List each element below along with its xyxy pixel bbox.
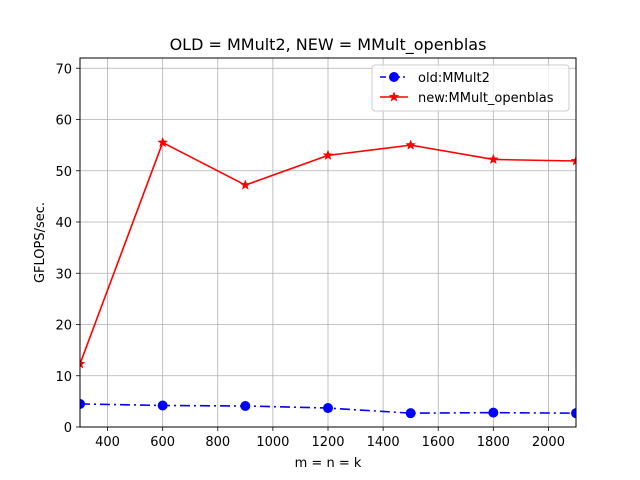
data-point [157, 136, 169, 148]
x-tick-label: 1000 [256, 435, 289, 450]
y-tick-label: 10 [55, 370, 72, 385]
legend-swatch-marker [389, 72, 399, 82]
plot-frame [79, 57, 577, 428]
x-axis-label: m = n = k [295, 456, 362, 471]
data-point [570, 155, 576, 166]
series-old-mmult2 [80, 398, 576, 419]
y-axis-label: GFLOPS/sec. [33, 202, 48, 283]
chart-title: OLD = MMult2, NEW = MMult_openblas [170, 35, 487, 55]
data-point [487, 153, 499, 165]
legend-swatch-marker [388, 91, 400, 102]
data-point [240, 400, 251, 411]
legend-box [371, 64, 570, 112]
y-tick-label: 70 [55, 62, 72, 77]
legend-item: new:MMult_openblas [380, 91, 554, 106]
y-tick-label: 20 [55, 319, 72, 334]
y-tick-label: 30 [55, 267, 72, 282]
data-point [322, 149, 334, 160]
y-tick-label: 40 [55, 216, 72, 231]
x-tick-label: 1200 [311, 435, 344, 450]
y-tick-label: 0 [64, 421, 72, 436]
data-point [405, 408, 416, 419]
data-point [488, 407, 499, 418]
x-tick-label: 1400 [367, 435, 400, 450]
x-tick-label: 1800 [477, 435, 510, 450]
axis-ticks: 400 600 800 1000 1200 1400 1600 1800 2000 0 10 20 30… [55, 62, 565, 450]
x-tick-label: 2000 [532, 435, 565, 450]
legend-item: old:MMult2 [380, 71, 490, 86]
x-tick-label: 800 [205, 435, 230, 450]
x-tick-label: 400 [95, 435, 120, 450]
data-point [323, 403, 333, 414]
y-tick-label: 60 [55, 114, 72, 129]
legend-label: new:MMult_openblas [418, 91, 554, 106]
data-point [80, 358, 86, 369]
data-point [239, 179, 251, 190]
x-tick-label: 1600 [422, 435, 455, 450]
data-point [405, 139, 417, 150]
legend: old:MMult2 new:MMult_openblas [371, 64, 570, 112]
x-tick-label: 600 [150, 435, 175, 450]
y-tick-label: 50 [55, 165, 72, 180]
data-point [571, 408, 576, 419]
series-new-mmult-openblas [80, 136, 576, 369]
data-point [80, 398, 85, 409]
data-point [157, 400, 168, 411]
series-layer [80, 136, 576, 419]
legend-label: old:MMult2 [418, 71, 490, 86]
